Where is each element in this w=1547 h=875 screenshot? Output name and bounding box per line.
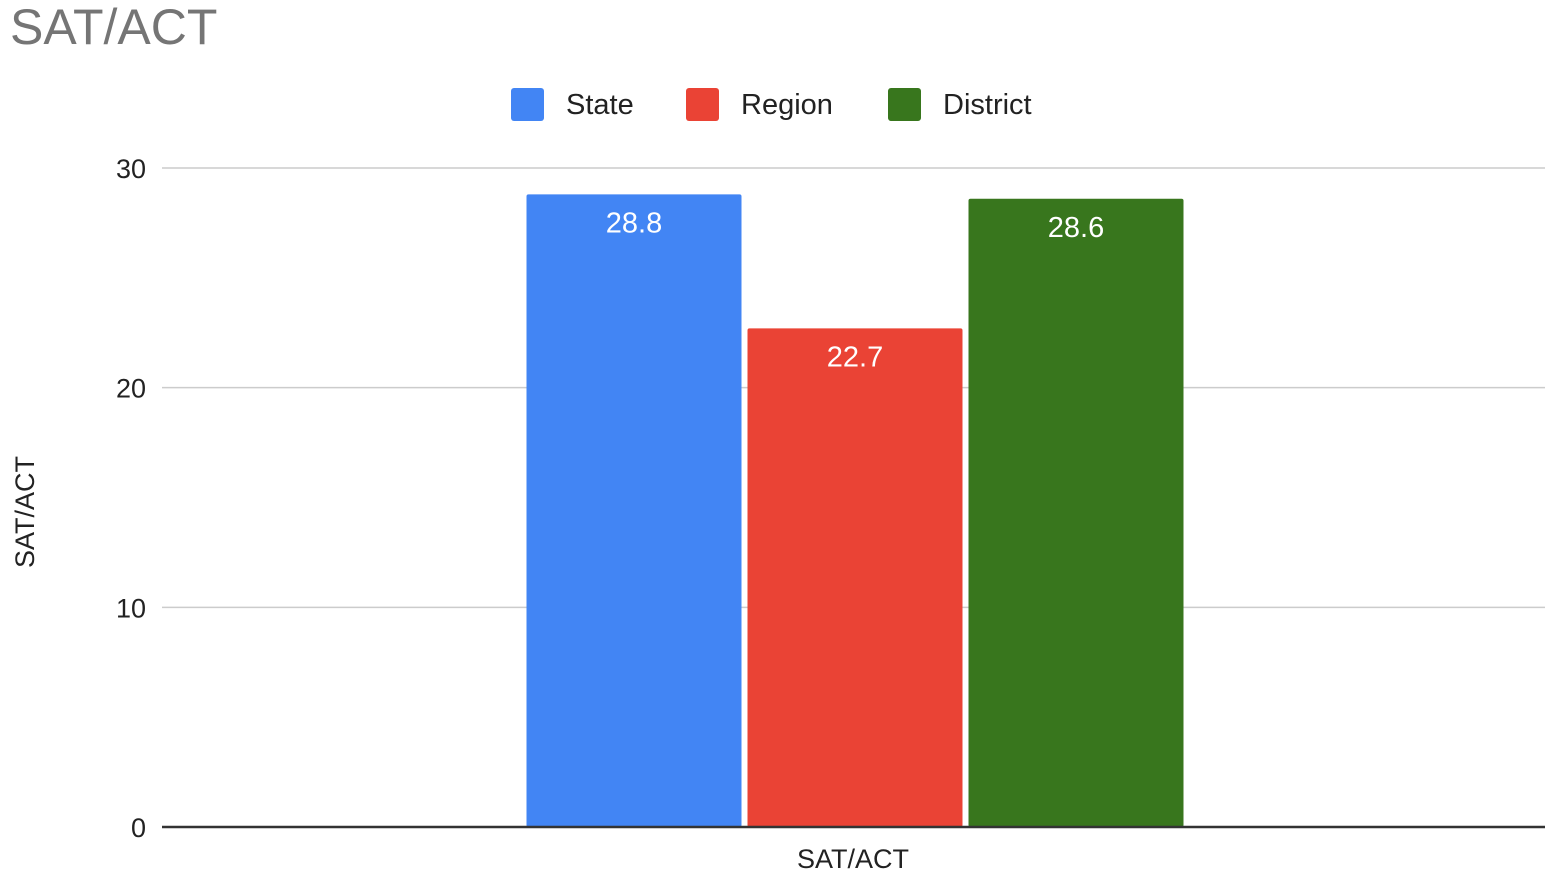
y-tick-label: 10 (116, 593, 146, 623)
bars (526, 194, 1184, 828)
data-labels: 28.8 22.7 28.6 (606, 207, 1104, 373)
legend-label-district[interactable]: District (943, 89, 1032, 121)
bar-state[interactable] (526, 194, 742, 828)
data-label-district: 28.6 (1048, 212, 1104, 244)
legend-swatch-state (511, 88, 544, 121)
y-tick-label: 30 (116, 154, 146, 184)
y-axis-title: SAT/ACT (10, 456, 40, 568)
x-axis-title: SAT/ACT (797, 844, 909, 874)
legend[interactable]: State Region District (511, 88, 1032, 121)
bar-region[interactable] (747, 328, 963, 827)
legend-swatch-region (686, 88, 719, 121)
legend-swatch-district (888, 88, 921, 121)
legend-label-state[interactable]: State (566, 89, 634, 121)
chart-title: SAT/ACT (10, 0, 218, 55)
legend-label-region[interactable]: Region (741, 89, 833, 121)
y-axis-ticks: 0 10 20 30 (116, 154, 146, 843)
data-label-region: 22.7 (827, 341, 883, 373)
bar-district[interactable] (968, 198, 1184, 828)
data-label-state: 28.8 (606, 207, 662, 239)
y-tick-label: 20 (116, 374, 146, 404)
y-tick-label: 0 (131, 813, 146, 843)
